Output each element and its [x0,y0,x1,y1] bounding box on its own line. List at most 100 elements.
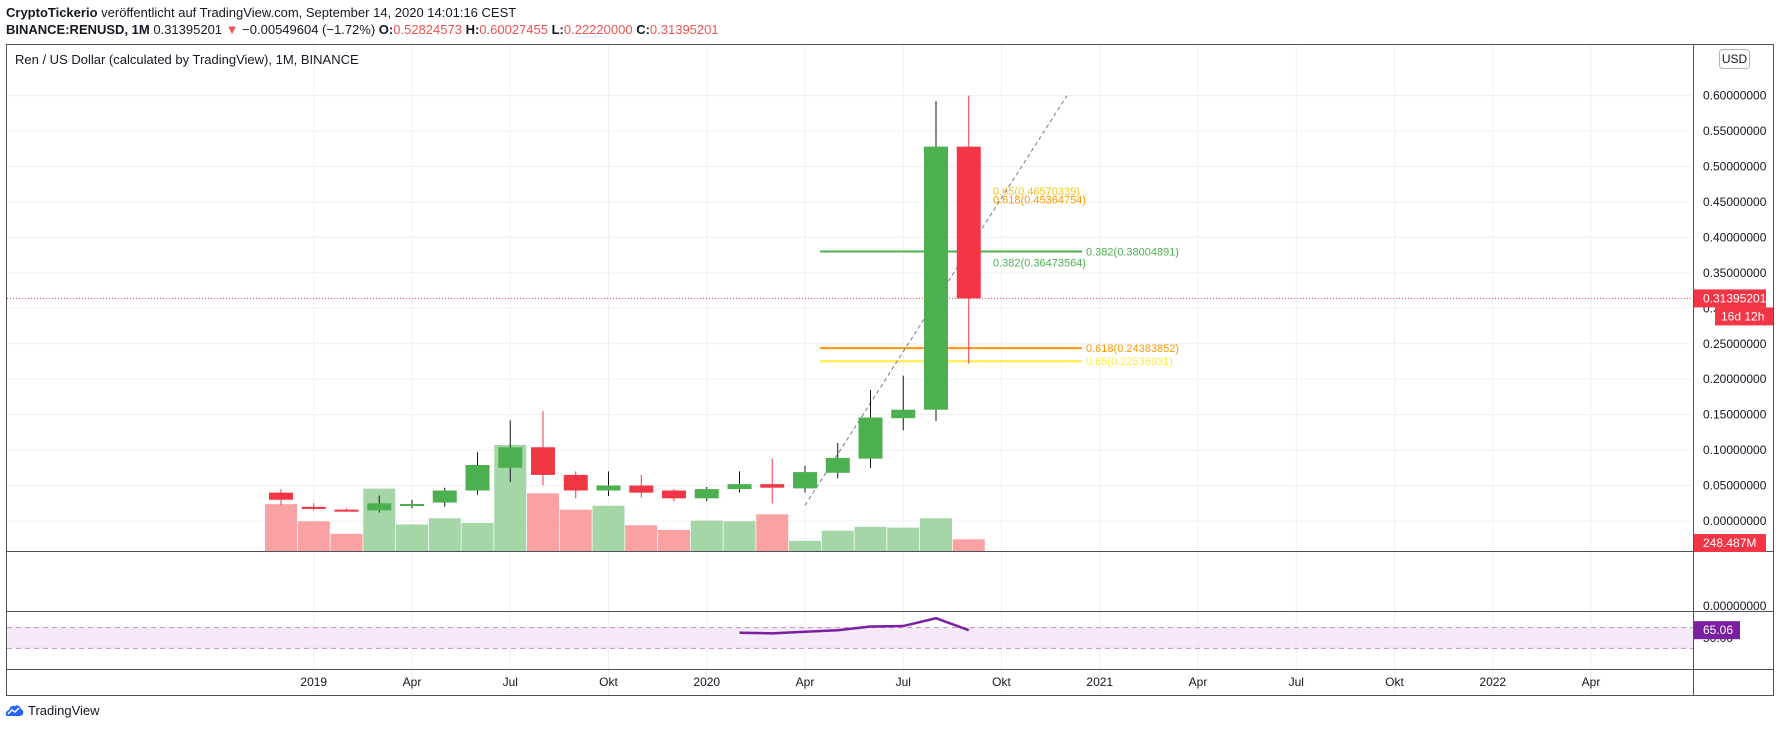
rsi-value-label: 65.06 [1703,623,1733,637]
fib-level-label: 0.382(0.36473564) [993,257,1086,269]
time-tick-label: Apr [1582,675,1601,689]
candle-body [269,492,293,500]
candle-body [760,484,785,488]
candle [924,101,948,422]
candle-body [793,472,817,489]
price-tick-label: 0.60000000 [1703,89,1767,103]
volume-bar [527,493,559,551]
price-tick-label: 0.20000000 [1703,372,1767,386]
price-tick-label: 0.50000000 [1703,160,1767,174]
time-tick-label: Okt [992,675,1011,689]
time-tick-label: Jul [1289,675,1304,689]
axes: 0.60000000 0.55000000 0.50000000 0.45000000… [6,45,1773,695]
close-label: C: [636,22,650,37]
chart-header: CryptoTickerio veröffentlicht auf Tradin… [6,4,719,38]
candle-body [956,146,981,299]
candle-body [825,457,850,473]
time-tick-label: Jul [896,675,911,689]
rsi-line [739,616,970,635]
candle-body [563,474,588,491]
candle-body [694,489,719,499]
volume-bar [559,509,592,551]
candle [662,489,686,502]
volume-bar [461,522,494,551]
candles[interactable] [269,95,981,513]
current-price-label: 0.31395201 [1703,291,1767,305]
time-tick-label: 2020 [693,675,720,689]
fib-level-label: 0.382(0.38004891) [1086,247,1179,259]
price-tick-label: 0.10000000 [1703,443,1767,457]
open-value: 0.52824573 [393,22,462,37]
volume-bar [952,539,985,551]
price-change: −0.00549604 (−1.72%) [242,22,376,37]
volume-bar [428,518,461,551]
volume-bar [854,526,887,551]
countdown-label: 16d 12h [1721,309,1764,323]
volume-bar [396,524,428,551]
candle-body [531,447,555,475]
volume-bar [690,520,723,551]
volume-bar [265,504,297,551]
rsi-badge [1694,621,1740,640]
author-name[interactable]: CryptoTickerio [6,5,98,20]
time-tick-label: 2019 [300,675,327,689]
close-value: 0.31395201 [649,22,719,37]
published-text: veröffentlicht auf TradingView.com, Sept… [101,5,517,20]
volume-badge [1694,534,1766,552]
tradingview-logo-icon [5,705,24,716]
fib-level-label: 0.618(0.24383852) [1086,343,1179,355]
candle-body [432,490,457,503]
candle [793,465,817,493]
time-tick-label: Okt [599,675,618,689]
price-tick-label: 0.40000000 [1703,230,1767,244]
time-tick-label: Apr [1189,675,1208,689]
candle [563,471,588,499]
candle-body [924,146,948,410]
volume-bars [265,444,985,551]
candle [956,95,981,364]
volume-bar [821,530,854,551]
candle [400,499,424,509]
candle [825,443,850,479]
candle [334,508,359,512]
volume-bar [330,533,363,551]
time-tick-label: Jul [503,675,518,689]
candle-body [858,417,883,459]
publisher-line: CryptoTickerio veröffentlicht auf Tradin… [6,4,719,21]
empty-pane-label: 0.00000000 [1703,599,1767,613]
time-tick-label: Apr [796,675,815,689]
candle-body [498,447,523,468]
down-arrow-icon: ▼ [225,22,239,37]
time-tick-label: 2021 [1086,675,1113,689]
price-tick-label: 0.00000000 [1703,514,1767,528]
grid-lines [7,45,1692,695]
currency-button[interactable]: USD [1719,49,1750,69]
candle-body [596,485,621,491]
candle-body [662,490,686,499]
last-price: 0.31395201 [153,22,223,37]
candle-body [301,506,326,509]
candle [367,495,392,513]
chart-canvas[interactable]: 0.382(0.38004891)0.618(0.24383852)0.65(0… [0,0,1780,700]
candle [432,487,457,507]
price-tick-label: 0.35000000 [1703,266,1767,280]
fib-level-label: 0.65(0.46570339) [993,186,1080,198]
time-tick-label: Apr [403,675,422,689]
current-price-badge [1694,289,1766,308]
volume-bar [887,527,920,551]
candle [498,420,523,483]
chart-frame [6,44,1774,696]
candle-body [629,485,654,493]
high-value: 0.60027455 [479,22,548,37]
fib-level-label: 0.65(0.22536931) [1086,356,1173,368]
volume-label: 248.487M [1703,536,1756,550]
candle-body [891,409,916,419]
open-label: O: [378,22,394,37]
candle-body [465,464,490,491]
footer-brand: TradingView [28,702,100,718]
price-tick-label: 0.15000000 [1703,408,1767,422]
fib-level-label: 0.618(0.45364754) [993,194,1086,206]
volume-bar [592,505,625,551]
volume-bar [625,525,658,551]
rsi-band [7,627,1693,649]
